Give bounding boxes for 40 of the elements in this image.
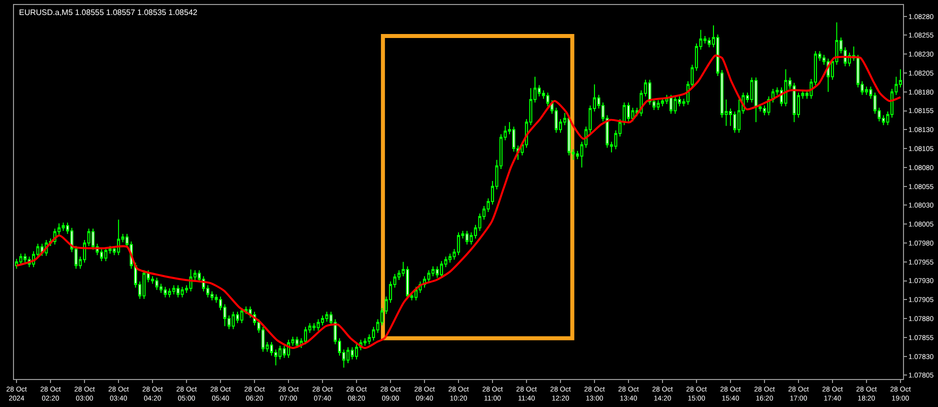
- candlestick: [660, 97, 664, 107]
- candlestick: [546, 92, 550, 107]
- candlestick: [176, 284, 180, 298]
- candlestick: [172, 284, 176, 295]
- candlestick: [117, 219, 120, 256]
- candlestick: [363, 338, 367, 346]
- candlestick: [155, 277, 158, 290]
- candlestick: [626, 102, 630, 122]
- candlestick: [104, 247, 108, 262]
- candlestick: [440, 260, 444, 278]
- candlestick: [669, 94, 673, 114]
- candlestick: [168, 288, 172, 298]
- candlestick: [19, 253, 22, 266]
- candlestick: [448, 253, 452, 264]
- candlestick: [312, 322, 316, 332]
- chart-title: EURUSD.a,M5 1.08555 1.08557 1.08535 1.08542: [19, 8, 198, 17]
- candlestick: [622, 102, 626, 126]
- line-series: [16, 54, 902, 350]
- candlestick: [295, 336, 299, 349]
- candlestick: [784, 68, 788, 107]
- candlestick: [24, 253, 27, 264]
- candlestick: [180, 286, 184, 298]
- candlestick: [354, 344, 358, 360]
- candlestick: [142, 270, 146, 300]
- candlestick: [656, 100, 660, 111]
- candlestick: [758, 103, 762, 112]
- candlestick: [674, 96, 677, 114]
- candlestick: [346, 346, 350, 364]
- candlestick: [164, 286, 167, 298]
- candlestick: [754, 77, 758, 123]
- candlestick: [325, 311, 328, 322]
- candlestick: [316, 318, 320, 332]
- candlestick: [62, 222, 65, 232]
- candlestick: [304, 326, 308, 345]
- candlestick: [456, 232, 460, 256]
- candlestick: [350, 346, 354, 360]
- candlestick: [232, 311, 235, 330]
- candlestick: [465, 230, 469, 246]
- candlestick: [240, 307, 244, 324]
- candlestick: [406, 266, 410, 300]
